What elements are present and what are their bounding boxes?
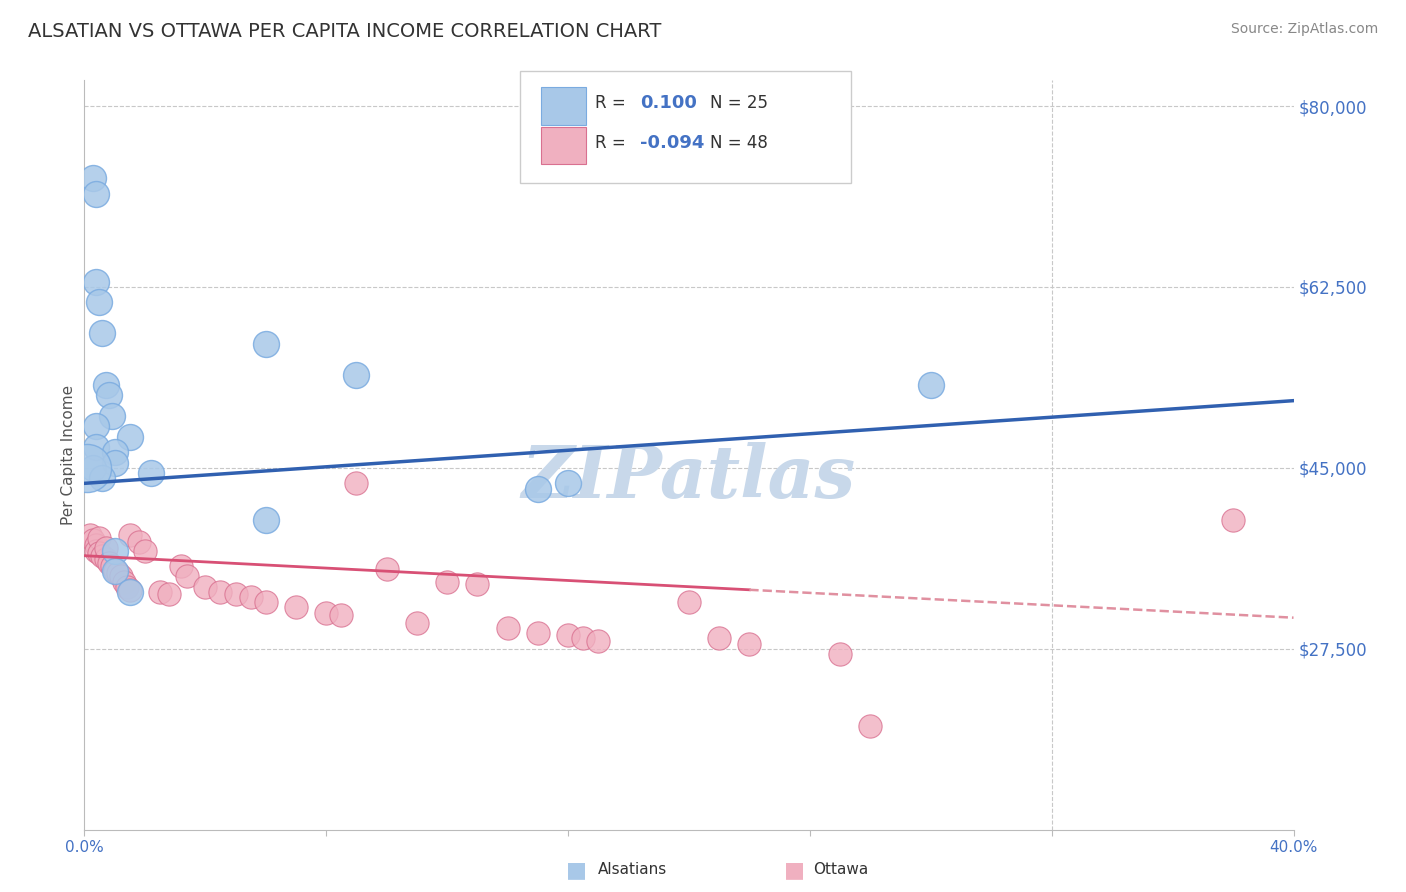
- Text: ZIPatlas: ZIPatlas: [522, 442, 856, 513]
- Point: [104, 564, 127, 578]
- Point: [557, 628, 579, 642]
- Point: [1222, 512, 1244, 526]
- Point: [285, 600, 308, 615]
- Point: [104, 456, 127, 470]
- Point: [738, 636, 761, 650]
- Point: [346, 476, 368, 491]
- Point: [104, 445, 127, 459]
- Point: [170, 559, 193, 574]
- Point: [107, 566, 129, 581]
- Text: ■: ■: [567, 860, 586, 880]
- Point: [115, 580, 138, 594]
- Point: [89, 295, 111, 310]
- Point: [149, 585, 172, 599]
- Point: [118, 528, 141, 542]
- Point: [94, 378, 117, 392]
- Point: [89, 531, 111, 545]
- Point: [91, 326, 114, 341]
- Point: [254, 512, 277, 526]
- Point: [86, 275, 108, 289]
- Point: [79, 528, 101, 542]
- Text: R =: R =: [595, 134, 631, 152]
- Point: [86, 543, 108, 558]
- Text: N = 25: N = 25: [710, 95, 768, 112]
- Point: [91, 471, 114, 485]
- Text: Source: ZipAtlas.com: Source: ZipAtlas.com: [1230, 22, 1378, 37]
- Text: ■: ■: [785, 860, 804, 880]
- Point: [128, 535, 150, 549]
- Point: [86, 419, 108, 434]
- Point: [527, 482, 550, 496]
- Point: [100, 559, 122, 574]
- Text: -0.094: -0.094: [640, 134, 704, 152]
- Point: [225, 587, 247, 601]
- Point: [82, 171, 104, 186]
- Point: [209, 585, 232, 599]
- Point: [920, 378, 942, 392]
- Point: [86, 440, 108, 454]
- Point: [830, 647, 852, 661]
- Y-axis label: Per Capita Income: Per Capita Income: [60, 384, 76, 525]
- Point: [588, 634, 610, 648]
- Point: [89, 545, 111, 559]
- Point: [118, 430, 141, 444]
- Point: [406, 615, 429, 630]
- Point: [254, 336, 277, 351]
- Text: R =: R =: [595, 95, 631, 112]
- Point: [118, 582, 141, 597]
- Point: [94, 541, 117, 556]
- Point: [110, 569, 132, 583]
- Point: [94, 551, 117, 566]
- Point: [557, 476, 579, 491]
- Point: [678, 595, 700, 609]
- Point: [86, 538, 108, 552]
- Point: [346, 368, 368, 382]
- Point: [467, 576, 489, 591]
- Point: [97, 388, 120, 402]
- Point: [330, 607, 353, 622]
- Point: [104, 543, 127, 558]
- Point: [91, 549, 114, 563]
- Point: [527, 626, 550, 640]
- Point: [157, 587, 180, 601]
- Point: [239, 590, 262, 604]
- Point: [496, 621, 519, 635]
- Point: [104, 564, 127, 578]
- Text: Alsatians: Alsatians: [598, 863, 666, 877]
- Point: [436, 574, 458, 589]
- Point: [100, 409, 122, 424]
- Point: [97, 556, 120, 570]
- Point: [709, 632, 731, 646]
- Point: [176, 569, 198, 583]
- Text: 0.100: 0.100: [640, 95, 696, 112]
- Point: [859, 719, 882, 733]
- Point: [76, 460, 98, 475]
- Text: ALSATIAN VS OTTAWA PER CAPITA INCOME CORRELATION CHART: ALSATIAN VS OTTAWA PER CAPITA INCOME COR…: [28, 22, 661, 41]
- Point: [194, 580, 217, 594]
- Point: [118, 585, 141, 599]
- Point: [82, 460, 104, 475]
- Point: [82, 533, 104, 548]
- Point: [375, 562, 398, 576]
- Point: [254, 595, 277, 609]
- Text: N = 48: N = 48: [710, 134, 768, 152]
- Point: [139, 466, 162, 480]
- Point: [134, 543, 156, 558]
- Point: [572, 632, 595, 646]
- Point: [112, 574, 135, 589]
- Point: [86, 186, 108, 201]
- Point: [315, 606, 337, 620]
- Text: Ottawa: Ottawa: [813, 863, 868, 877]
